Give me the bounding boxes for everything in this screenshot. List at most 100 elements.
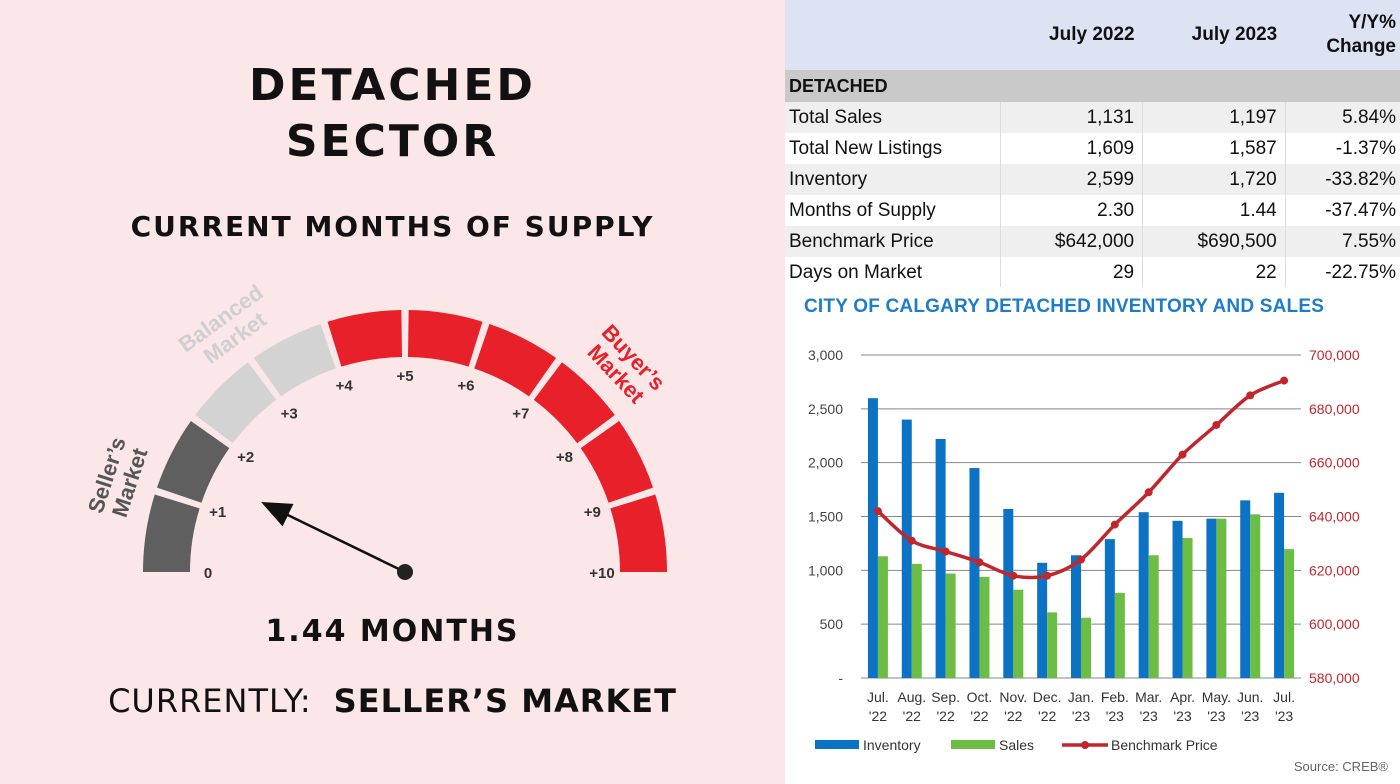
benchmark-price-point [1043,571,1052,580]
gauge-segment [474,323,557,397]
comparison-table-container: July 2022 July 2023 Y/Y% Change DETACHED… [785,0,1400,288]
inventory-bar [1071,555,1081,678]
gauge-segment [195,362,277,444]
legend-sales-swatch [951,740,995,749]
benchmark-price-point [1009,571,1018,580]
benchmark-price-point [1246,391,1255,400]
table-header-july-2023: July 2023 [1191,24,1278,45]
inventory-bar [935,438,946,678]
chart-bars [867,398,1295,678]
gauge-tick-label: +5 [396,368,413,385]
table-header-july-2022: July 2022 [1049,24,1135,45]
inventory-bar [1138,512,1149,678]
left-axis-tick-label: 500 [820,616,844,632]
left-axis-tick-label: 1,000 [808,562,843,578]
x-axis-label-month: Aug. [897,689,926,705]
months-of-supply-gauge: 0+1+2+3+4+5+6+7+8+9+10 Seller’sMarketBal… [83,280,670,582]
legend-price-label: Benchmark Price [1111,737,1218,753]
gauge-segment [156,420,230,503]
table-header-row: July 2022 July 2023 Y/Y% Change [785,0,1400,70]
table-cell-change: 5.84% [1342,106,1396,128]
gauge-tick-label: +1 [209,504,226,521]
table-cell-label: Inventory [785,164,1001,195]
table-cell-label: Days on Market [785,257,1001,288]
legend-price-marker [1081,741,1089,749]
table-cell-change: 7.55% [1342,230,1396,252]
left-axis-tick-label: 3,000 [808,347,843,363]
table-cell-label: Benchmark Price [785,226,1001,257]
left-axis-labels: - 500 1,000 1,500 2,000 2,500 3,000 [808,347,843,686]
sales-bar [1216,518,1227,678]
sales-bar [945,573,956,678]
gauge-segments [143,310,667,572]
sales-bar [1182,538,1193,678]
gauge-segment [253,323,336,397]
gauge-tick-label: 0 [204,565,212,582]
x-axis-label-year: '22 [1004,708,1022,724]
x-axis-label-year: '22 [970,708,988,724]
sales-bar [1081,617,1091,678]
gauge-tick-label: +3 [281,406,298,423]
sector-title-line1: DETACHED [249,60,536,111]
x-axis-label-year: '23 [1241,708,1259,724]
x-axis-label-month: Jan. [1068,689,1094,705]
inventory-bar [969,468,980,678]
x-axis-label-year: '23 [1275,708,1293,724]
legend-inventory-label: Inventory [863,737,921,753]
gauge-tick-label: +4 [336,378,354,395]
left-axis-tick-label: 2,500 [808,401,843,417]
table-header-yy: Y/Y% [1348,12,1396,33]
table-cell-change: -1.37% [1335,137,1396,159]
current-value-text: 1.44 MONTHS [265,614,520,649]
inventory-bar [867,398,878,678]
inventory-bar [1003,508,1014,678]
gauge-tick-label: +9 [584,504,601,521]
table-cell-july-2023: 22 [1142,257,1286,288]
inventory-sales-chart: - 500 1,000 1,500 2,000 2,500 3,000 580,000 600… [808,347,1360,753]
right-axis-tick-label: 680,000 [1309,401,1360,417]
table-cell-label: Months of Supply [785,195,1001,226]
table-cell-change: -37.47% [1325,199,1396,221]
benchmark-price-point [1110,520,1119,529]
gauge-tick-label: +7 [512,406,529,423]
benchmark-price-point [975,558,984,567]
gauge-subtitle: CURRENT MONTHS OF SUPPLY [130,210,655,243]
table-row: Months of Supply 2.30 1.44 -37.47% [785,195,1400,226]
legend-sales-label: Sales [999,737,1034,753]
x-axis-labels: Jul. '22 Aug. '22 Sep. '22 Oct. '22 Nov. '22 Dec. '… [867,689,1295,724]
sales-bar [1250,514,1261,678]
benchmark-price-point [907,536,916,545]
comparison-table: July 2022 July 2023 Y/Y% Change DETACHED… [785,0,1400,288]
benchmark-price-line [873,376,1289,580]
x-axis-label-month: Oct. [967,689,993,705]
x-axis-label-month: Feb. [1101,689,1129,705]
right-axis-tick-label: 600,000 [1309,616,1360,632]
x-axis-label-year: '22 [903,708,921,724]
sales-bar [911,563,922,678]
x-axis-label-year: '22 [1038,708,1056,724]
x-axis-label-month: Sep. [931,689,960,705]
gauge-tick-label: +10 [589,565,614,582]
gauge-tick-label: +6 [457,378,474,395]
x-axis-label-month: Jun. [1237,689,1263,705]
gauge-segment [143,494,200,572]
x-axis-label-year: '23 [1173,708,1191,724]
table-section-row: DETACHED [785,70,1400,102]
x-axis-label-month: Jul. [867,689,889,705]
left-axis-tick-label: 2,000 [808,455,843,471]
table-cell-july-2022: 1,609 [1000,133,1144,164]
legend-inventory-swatch [815,740,859,749]
gauge-tick-labels: 0 +1 +2 +3 +4 +5 +6 +7 +8 +9 +10 [204,368,615,582]
table-header-yy-change: Y/Y% Change [1285,0,1400,70]
gauge-segment [408,310,483,367]
left-axis-tick-label: - [838,670,843,686]
market-status-label: CURRENTLY: [108,682,312,720]
table-row: Total Sales 1,131 1,197 5.84% [785,102,1400,133]
gauge-needle [261,502,413,580]
table-cell-july-2023: $690,500 [1142,226,1286,257]
sales-bar [1148,555,1159,678]
table-cell-july-2023: 1,197 [1142,102,1286,133]
right-axis-tick-label: 620,000 [1309,562,1360,578]
table-cell-july-2023: 1.44 [1142,195,1286,226]
